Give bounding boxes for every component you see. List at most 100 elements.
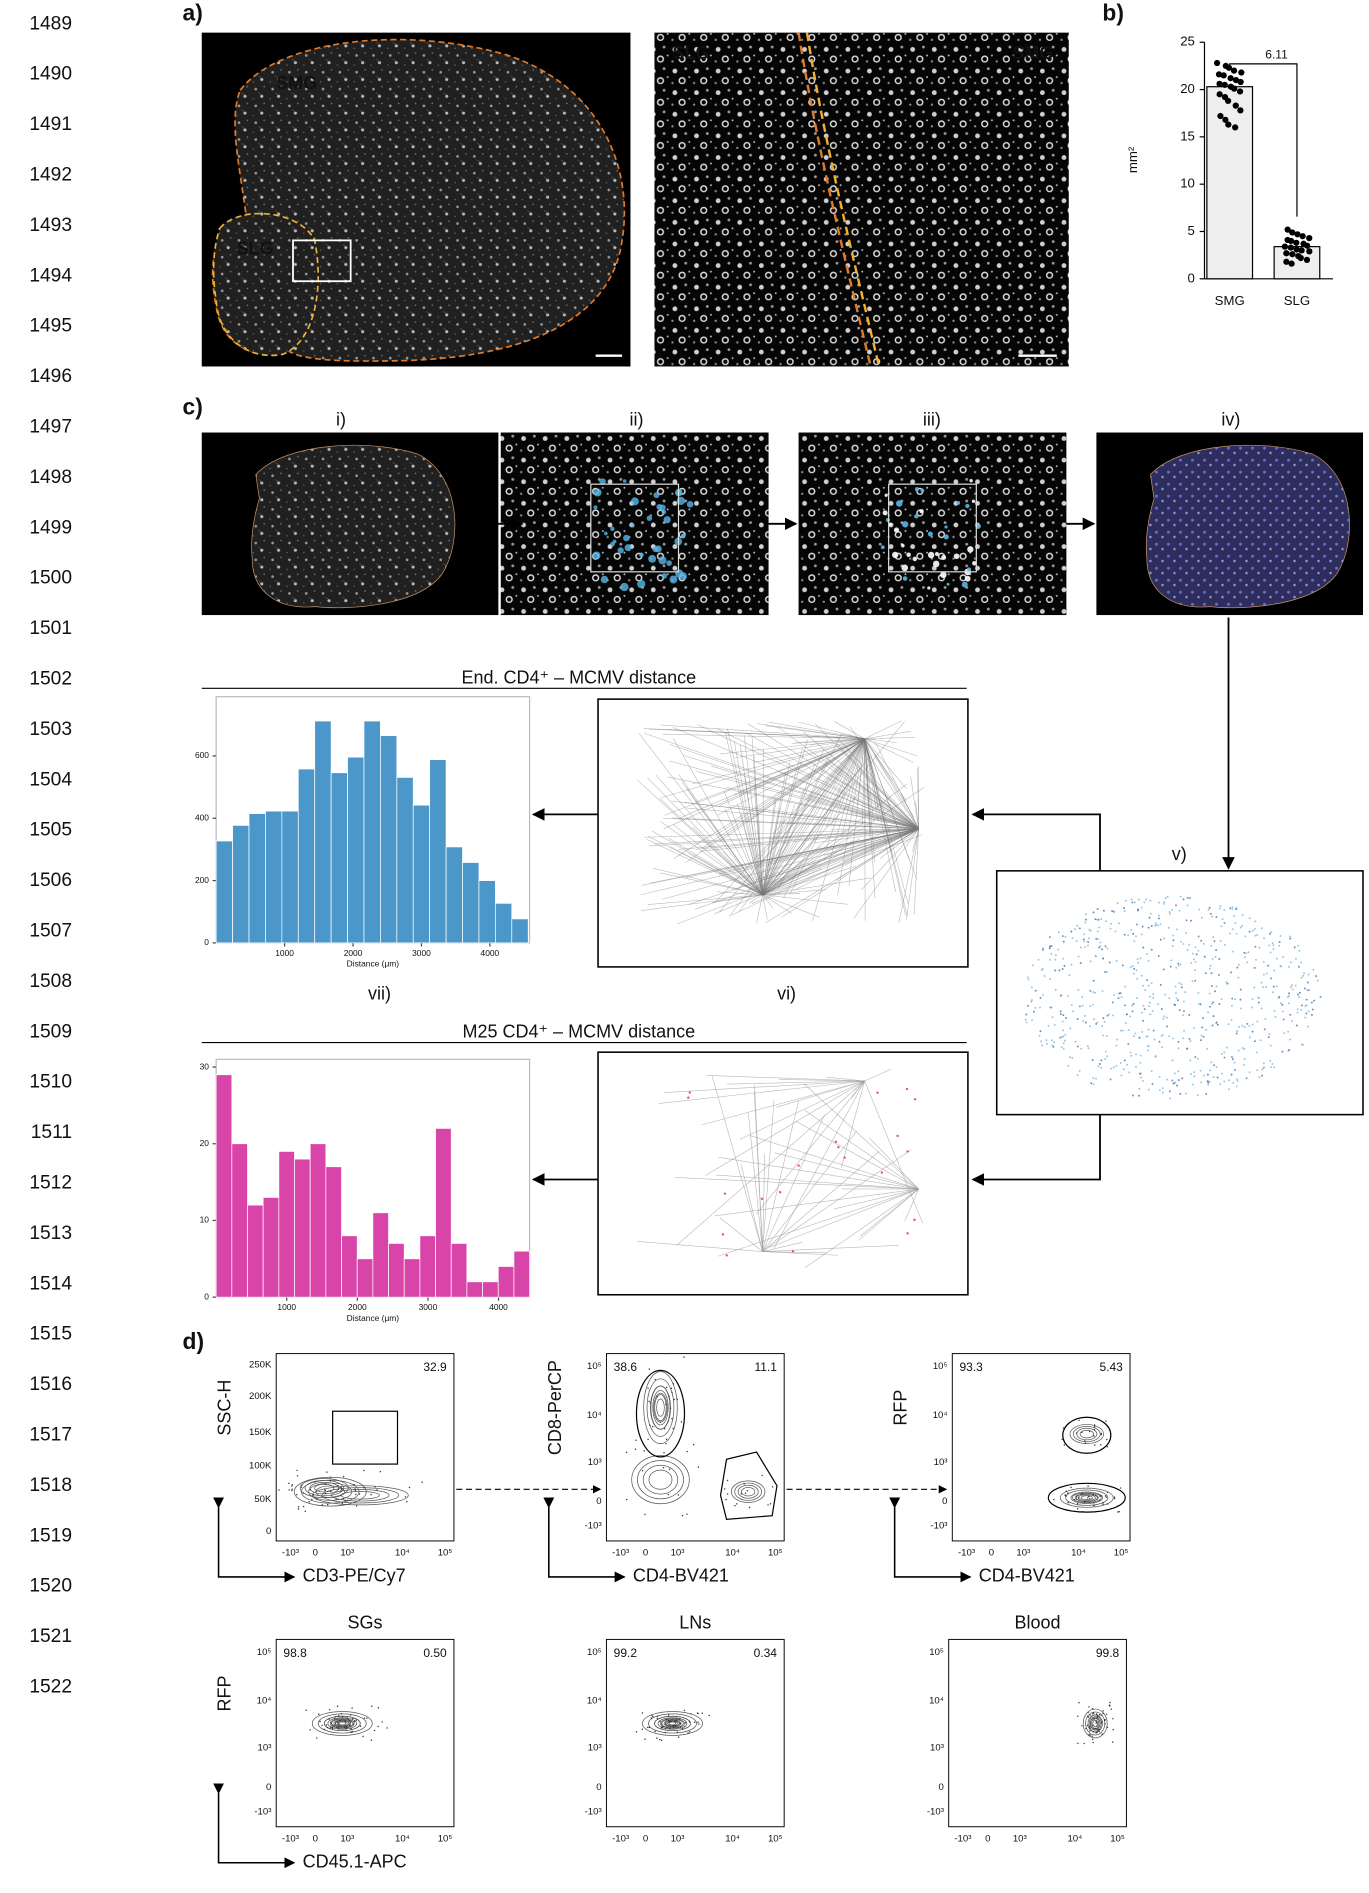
line-number: 1515	[29, 1324, 72, 1345]
cell-dot	[1136, 997, 1138, 999]
cell-dot	[1223, 1080, 1225, 1082]
cell-dot	[1148, 1045, 1150, 1047]
event-dot	[296, 1494, 297, 1495]
cell-dot	[1143, 901, 1145, 903]
cell-dot	[1209, 993, 1211, 995]
cell-dot	[1280, 966, 1282, 968]
cell-dot	[1079, 1070, 1081, 1072]
event-dot	[1092, 1725, 1093, 1726]
data-point	[1238, 69, 1244, 75]
event-dot	[657, 1396, 658, 1397]
cell-dot	[1092, 1059, 1094, 1061]
cell-dot	[1130, 1052, 1132, 1054]
cell-dot	[1175, 985, 1177, 987]
bar	[479, 881, 495, 943]
y-tick-label: 10⁴	[933, 1410, 948, 1421]
cell-dot	[1111, 910, 1113, 912]
event-dot	[652, 1716, 653, 1717]
cell-dot	[1203, 943, 1205, 945]
cell-dot	[1106, 948, 1108, 950]
x-tick-label: -10³	[958, 1547, 975, 1558]
event-dot	[689, 1721, 690, 1722]
event-dot	[684, 1710, 685, 1711]
cell-dot	[1224, 922, 1226, 924]
event-dot	[421, 1482, 422, 1483]
cell-dot	[1127, 934, 1129, 936]
event-dot	[668, 1720, 669, 1721]
cell-dot	[1249, 1036, 1251, 1038]
cell-dot	[1300, 961, 1302, 963]
cell-dot	[1257, 996, 1259, 998]
cell-dot	[1140, 957, 1142, 959]
event-dot	[660, 1422, 661, 1423]
cell-dot	[1172, 945, 1174, 947]
cell-dot	[1210, 945, 1212, 947]
event-dot	[311, 1499, 312, 1500]
cell-dot	[1273, 970, 1275, 972]
plot-frame	[276, 1639, 454, 1826]
cell-dot	[1183, 943, 1185, 945]
cell-dot	[1294, 946, 1296, 948]
bar	[364, 721, 380, 943]
y-tick-label: 0	[942, 1496, 947, 1507]
cell-dot	[1223, 1051, 1225, 1053]
line-number: 1519	[29, 1525, 72, 1546]
event-dot	[647, 1387, 648, 1388]
cell-dot	[1110, 923, 1112, 925]
cell-dot	[1165, 897, 1167, 899]
cell-dot	[1252, 1024, 1254, 1026]
cell-dot	[1178, 1079, 1180, 1081]
event-dot	[1065, 1491, 1066, 1492]
line-number: 1500	[29, 568, 72, 589]
cell-dot	[1288, 1002, 1290, 1004]
cell-dot	[1289, 938, 1291, 940]
event-dot	[682, 1728, 683, 1729]
cell-dot	[1307, 982, 1309, 984]
cell-dot	[1187, 897, 1189, 899]
cell-dot	[1304, 987, 1306, 989]
cell-dot	[1263, 1062, 1265, 1064]
x-axis-label: Distance (μm)	[347, 1313, 400, 1323]
blue-cell	[655, 545, 662, 552]
cell-dot	[1283, 1018, 1285, 1020]
y-tick-label: 10⁵	[933, 1361, 948, 1372]
y-axis-label: CD8-PerCP	[545, 1360, 565, 1455]
blue-cell	[947, 583, 950, 586]
cell-dot	[1028, 979, 1030, 981]
x-tick-label: SLG	[1284, 293, 1310, 308]
blue-cell	[928, 552, 934, 558]
bar	[249, 814, 265, 943]
step-label: v)	[1172, 844, 1187, 864]
event-dot	[405, 1496, 406, 1497]
event-dot	[654, 1731, 655, 1732]
cell-dot	[1141, 1012, 1143, 1014]
cell-dot	[1064, 1034, 1066, 1036]
event-dot	[664, 1428, 665, 1429]
cell-dot	[1174, 1004, 1176, 1006]
event-dot	[343, 1498, 344, 1499]
cell-dot	[1218, 958, 1220, 960]
event-dot	[344, 1726, 345, 1727]
cell-dot	[1219, 905, 1221, 907]
cell-dot	[1127, 1043, 1129, 1045]
bar	[326, 1167, 342, 1297]
cell-dot	[1216, 1021, 1218, 1023]
cell-dot	[1236, 933, 1238, 935]
event-dot	[1102, 1504, 1103, 1505]
cell-dot	[1139, 1062, 1141, 1064]
cell-dot	[1123, 1068, 1125, 1070]
gate-percent: 5.43	[1099, 1360, 1123, 1374]
cell-dot	[1313, 1000, 1315, 1002]
cell-dot	[1320, 996, 1322, 998]
cell-dot	[1040, 997, 1042, 999]
cell-dot	[1087, 1045, 1089, 1047]
step-label: iii)	[923, 409, 941, 429]
blue-cell	[648, 555, 656, 563]
cell-dot	[1295, 985, 1297, 987]
cell-dot	[1207, 1084, 1209, 1086]
cell-dot	[1261, 1075, 1263, 1077]
cell-dot	[1202, 1017, 1204, 1019]
cell-dot	[896, 1135, 898, 1137]
cell-dot	[1200, 1070, 1202, 1072]
event-dot	[346, 1726, 347, 1727]
